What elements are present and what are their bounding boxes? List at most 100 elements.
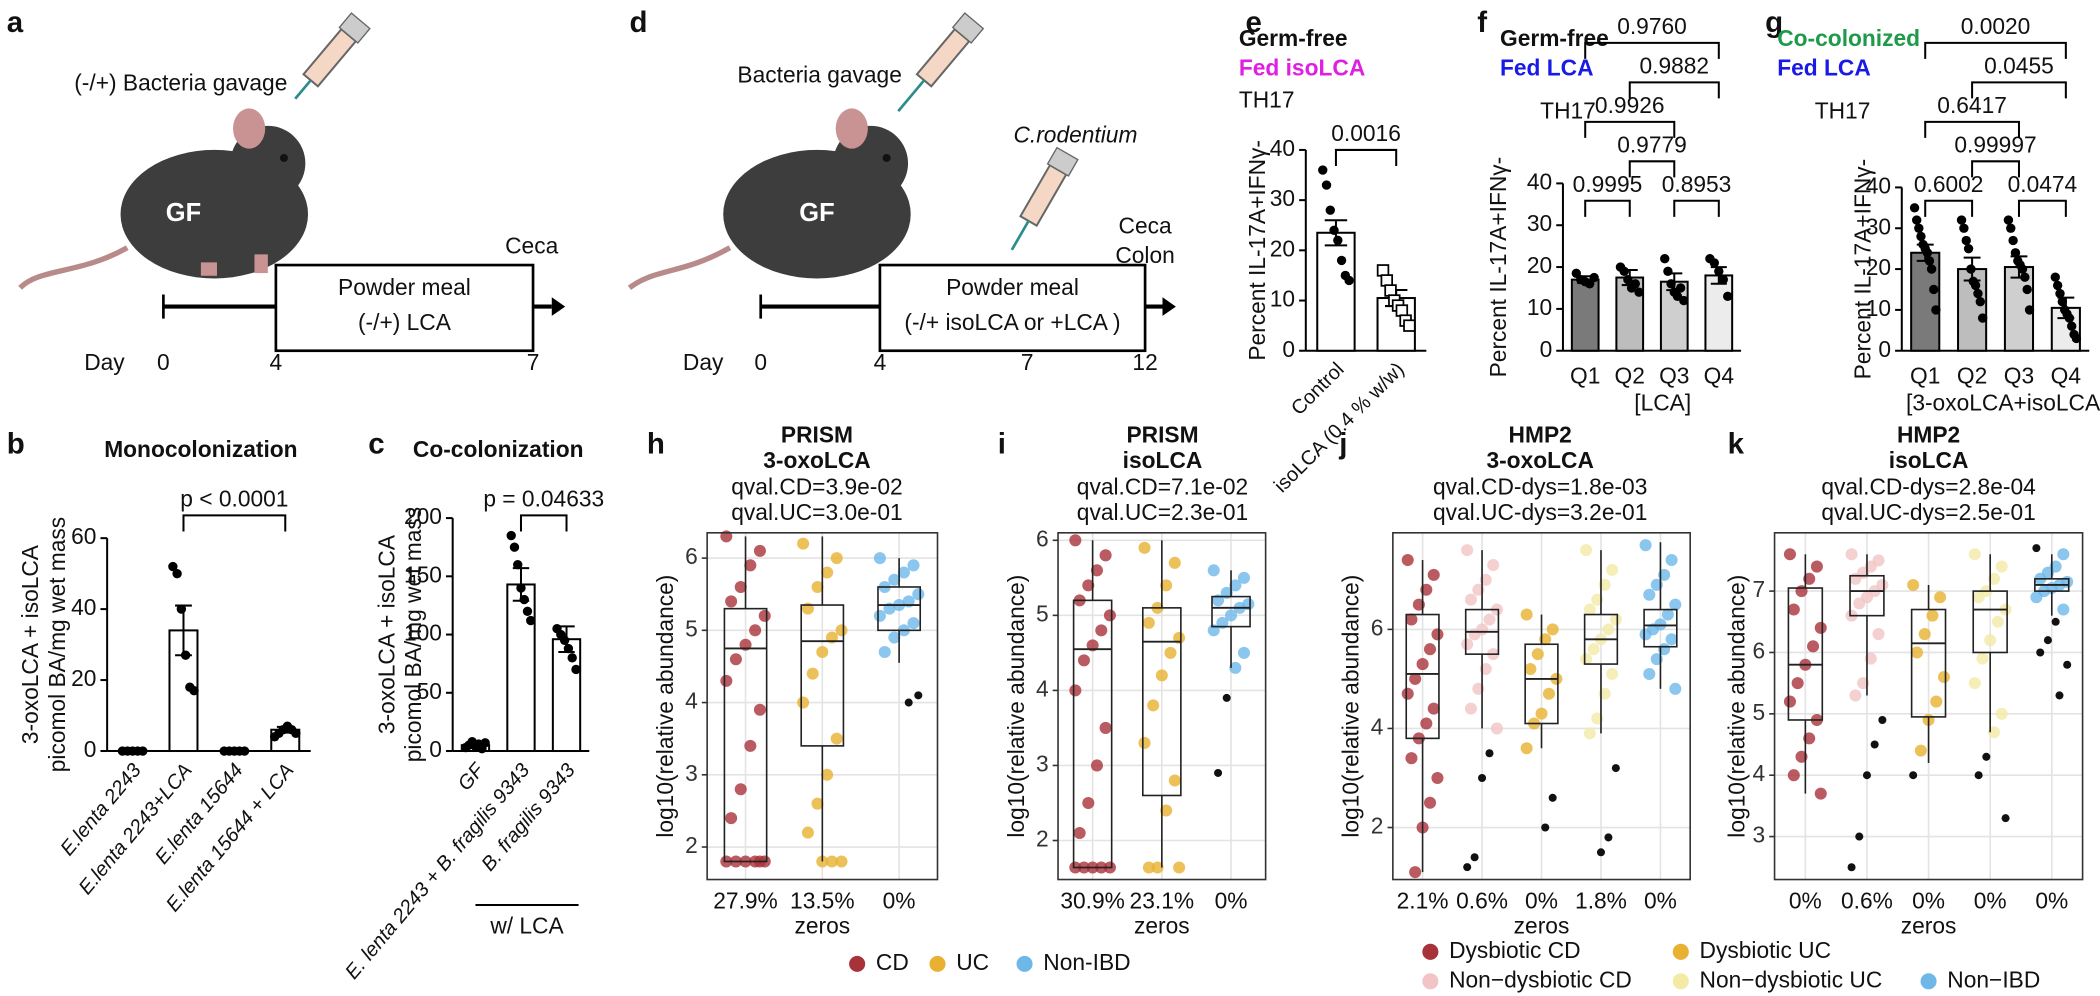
comparison-bracket [1673, 199, 1720, 217]
comparison-bracket [1971, 160, 2020, 178]
data-point [1580, 653, 1593, 666]
data-point [1975, 297, 1985, 307]
panel-letter: d [629, 6, 647, 39]
data-point [1907, 578, 1920, 591]
y-tick-label: 100 [404, 620, 442, 646]
data-point [2057, 548, 2070, 561]
data-point [1524, 662, 1537, 676]
data-point [1490, 722, 1503, 735]
y-tick-label: 4 [1036, 675, 1049, 701]
annotation: TH17 [1815, 97, 1871, 123]
annotation: qval.CD=3.9e-02 [731, 474, 902, 500]
day-value: 4 [874, 349, 887, 375]
data-point [907, 617, 920, 630]
bar-chart: f Germ-free Fed LCA TH17 0 10 20 30 40 Q1 Q2 Q3 Q4 [L… [1477, 6, 1742, 415]
data-point [1168, 774, 1181, 787]
data-point [2055, 288, 2065, 299]
data-point [1376, 264, 1390, 277]
legend-label: Dysbiotic UC [1700, 937, 1831, 963]
data-point [1604, 833, 1613, 842]
data-point [1991, 615, 2004, 628]
comparison-bracket [1334, 148, 1398, 166]
box [1910, 608, 1947, 718]
legend-marker [1920, 973, 1937, 990]
data-point [2067, 321, 2077, 331]
data-point [1783, 695, 1796, 708]
zero-label: 2.1% [1397, 887, 1449, 913]
x-tick-label: GF [454, 758, 490, 795]
legend-marker [1016, 955, 1033, 972]
data-point [1714, 266, 1724, 276]
box-chart: h PRISM3-oxoLCAqval.CD=3.9e-02qval.UC=3.0… [647, 421, 1131, 974]
comparison-bracket [1584, 41, 1720, 59]
box [723, 607, 768, 863]
data-point [1225, 609, 1238, 622]
y-tick-label: 0 [1540, 336, 1553, 362]
data-point [1623, 274, 1633, 285]
x-tick-label: Q1 [1910, 363, 1940, 389]
data-point [914, 691, 923, 700]
data-point [1138, 541, 1151, 554]
annotation: qval.UC-dys=3.2e-01 [1433, 499, 1647, 525]
data-point [1103, 609, 1116, 622]
annotation: qval.UC-dys=2.5e-01 [1821, 499, 2035, 525]
diet-label: (-/+) LCA [358, 309, 452, 335]
data-point [1665, 633, 1678, 646]
data-point [1321, 180, 1332, 190]
day-value: 7 [527, 349, 540, 375]
comparison-bracket [1584, 199, 1631, 217]
data-point [1855, 832, 1864, 841]
data-point [1099, 721, 1112, 734]
data-point [1988, 572, 2001, 585]
data-point [1988, 726, 2001, 739]
zero-label: 27.9% [713, 887, 778, 913]
data-point [912, 588, 925, 601]
comparison-bracket [1924, 41, 2067, 59]
data-point [1395, 304, 1409, 317]
legend-marker [1672, 943, 1689, 960]
panel-letter: g [1765, 6, 1783, 39]
mouse-label: GF [166, 199, 201, 227]
bar [1704, 274, 1734, 352]
y-tick-label: 2 [685, 832, 698, 858]
arrow-head [551, 297, 566, 316]
data-point [1548, 793, 1557, 802]
box [1787, 587, 1824, 721]
p-value: 0.9779 [1617, 132, 1687, 158]
p-value: p = 0.04633 [483, 486, 604, 512]
data-point [835, 855, 848, 868]
data-point [1099, 549, 1112, 562]
legend-marker [1422, 973, 1439, 990]
data-point [1791, 677, 1804, 690]
data-point [1344, 275, 1354, 286]
data-point [1639, 539, 1652, 552]
box [1405, 613, 1440, 740]
data-point [1810, 560, 1823, 573]
data-point [801, 826, 814, 839]
data-point [1602, 623, 1615, 636]
y-tick-label: 5 [685, 615, 698, 641]
comparison-bracket [1628, 81, 1720, 99]
box-chart: k HMP2isoLCAqval.CD-dys=2.8e-04qval.UC-dy… [1728, 421, 2084, 939]
y-tick-label: 0 [84, 736, 97, 762]
data-point [2003, 215, 2014, 225]
chart-title: Germ-free [1239, 25, 1348, 51]
x-axis-title: zeros [794, 913, 850, 939]
y-tick-label: 2 [1036, 826, 1049, 852]
data-point [1666, 279, 1676, 289]
data-point [1380, 274, 1394, 287]
chart-title: PRISM [1126, 421, 1198, 447]
data-point [1910, 646, 1924, 659]
y-axis-title: picomol BA/mg wet mass [44, 517, 70, 772]
data-point [480, 738, 490, 748]
data-point [1427, 702, 1440, 715]
data-point [1420, 717, 1433, 730]
x-axis-title: [LCA] [1634, 389, 1691, 415]
bar-chart: gCo-colonized Fed LCA TH17 0 10 20 30 40 Q1 Q2 Q3 Q… [1765, 6, 2100, 415]
data-point [1142, 616, 1155, 629]
chart-title: Co-colonization [413, 436, 584, 462]
data-point [2064, 313, 2075, 323]
data-point [816, 645, 829, 659]
p-value: 0.9760 [1617, 13, 1687, 39]
y-axis-title: log10(relative abundance) [652, 575, 678, 838]
